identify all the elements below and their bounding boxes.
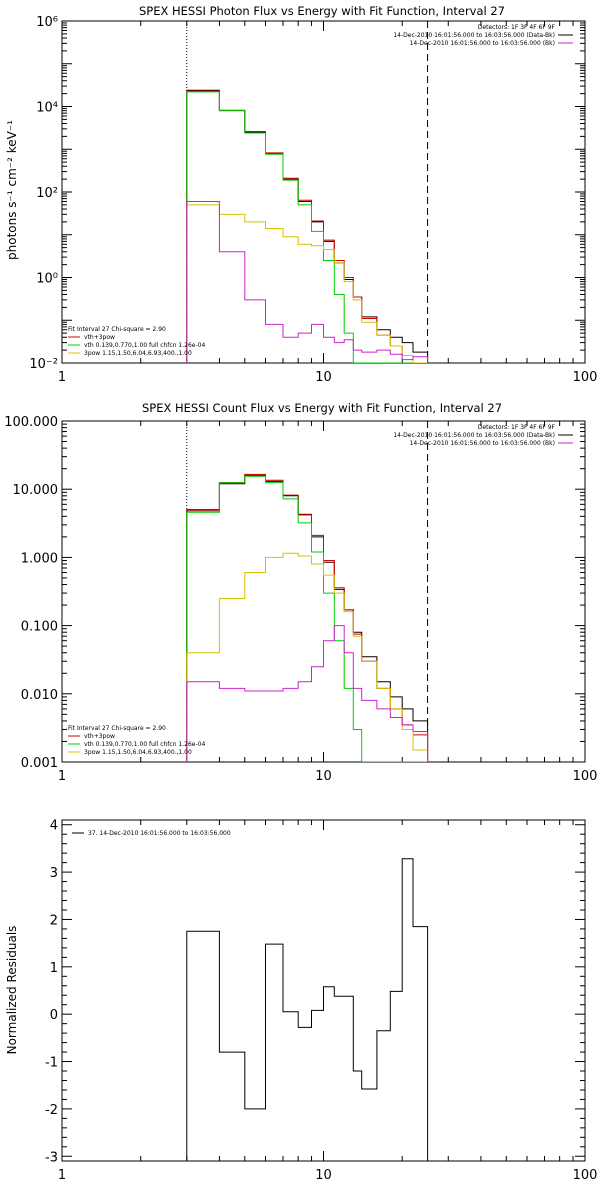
y-tick-label: 0.001 xyxy=(21,756,58,771)
legend-bottom-text: vth 0.139,0.770,1.00 full chfcn 1.26e-04 xyxy=(84,741,205,748)
x-tick-label: 10 xyxy=(315,370,332,385)
series-line-data-bk xyxy=(186,474,429,762)
legend-bottom-text: 3pow 1.15,1.50,6.04,6.93,400.,1.00 xyxy=(84,350,192,357)
legend-top-text: Detectors: 1F 3F 4F 6F 9F xyxy=(478,24,556,31)
y-tick-label: 0.010 xyxy=(21,688,58,703)
y-tick-label: 10.000 xyxy=(13,483,59,498)
x-tick-label: 1 xyxy=(58,769,66,784)
series-line-bk xyxy=(186,625,429,762)
y-tick-label: 0 xyxy=(50,1008,58,1023)
series-group xyxy=(186,858,429,1161)
legend-bottom-text: vth+3pow xyxy=(84,733,115,740)
x-tick-label: 100 xyxy=(573,769,598,784)
y-tick-label: 10⁶ xyxy=(36,15,58,30)
legend-top-text: 37. 14-Dec-2010 16:01:56.000 to 16:03:56… xyxy=(88,830,231,837)
x-tick-label: 100 xyxy=(573,1168,598,1183)
legend-top-text: Detectors: 1F 3F 4F 6F 9F xyxy=(478,424,556,431)
y-tick-label: -3 xyxy=(45,1150,58,1165)
y-tick-label: 3 xyxy=(50,866,58,881)
y-tick-label: 10⁴ xyxy=(36,101,58,116)
x-tick-label: 100 xyxy=(573,370,598,385)
plot-frame xyxy=(61,20,586,364)
panel-title: SPEX HESSI Photon Flux vs Energy with Fi… xyxy=(139,4,505,18)
photon-flux-panel: SPEX HESSI Photon Flux vs Energy with Fi… xyxy=(5,4,597,385)
count-flux-panel: SPEX HESSI Count Flux vs Energy with Fit… xyxy=(4,401,597,784)
y-tick-label: 10⁰ xyxy=(36,272,58,287)
series-group xyxy=(186,473,429,762)
panel-plot: 1 10 100 0.001 0.010 0.100 1.000 10.000 100.000 D… xyxy=(4,415,597,784)
series-line-3pow xyxy=(186,552,429,762)
legend-top-text: 14-Dec-2010 16:01:56.000 to 16:03:56.000… xyxy=(393,432,555,439)
series-line-data-bk xyxy=(186,89,429,363)
y-tick-label: 10² xyxy=(36,186,58,201)
series-line-bk xyxy=(186,201,429,363)
legend-bottom-text: vth 0.139,0.770,1.00 full chfcn 1.26e-04 xyxy=(84,342,205,349)
legend-bottom-text: Fit Interval 27 Chi-square = 2.90 xyxy=(68,725,166,732)
panel-plot: 1 10 100 -3 -2 -1 0 1 2 3 4 37. 14-Dec-2010 16:01:5… xyxy=(45,819,597,1183)
y-axis-label: Normalized Residuals xyxy=(5,926,19,1055)
y-tick-label: -1 xyxy=(45,1056,58,1071)
panel-title: SPEX HESSI Count Flux vs Energy with Fit… xyxy=(142,401,502,415)
series-line-vth xyxy=(186,475,428,762)
series-group xyxy=(186,89,429,363)
legend-bottom-text: vth+3pow xyxy=(84,334,115,341)
legend-bottom-text: 3pow 1.15,1.50,6.04,6.93,400.,1.00 xyxy=(84,749,192,756)
legend-top-text: 14-Dec-2010 16:01:56.000 to 16:03:56.000… xyxy=(410,40,555,47)
residuals-panel: Normalized Residuals 1 10 100 -3 -2 -1 0 1 2 3 4 37… xyxy=(5,819,597,1183)
legend-bottom-text: Fit Interval 27 Chi-square = 2.90 xyxy=(68,326,166,333)
legend-top-text: 14-Dec-2010 16:01:56.000 to 16:03:56.000… xyxy=(393,32,555,39)
y-tick-label: 2 xyxy=(50,913,58,928)
legend-top-text: 14-Dec-2010 16:01:56.000 to 16:03:56.000… xyxy=(410,440,555,447)
x-tick-label: 1 xyxy=(58,370,66,385)
series-line-37 xyxy=(186,858,429,1161)
series-line-vth+3pow xyxy=(186,473,429,762)
y-tick-label: 100.000 xyxy=(4,415,58,430)
x-tick-label: 10 xyxy=(315,769,332,784)
y-tick-label: 1 xyxy=(50,961,58,976)
panel-plot: 1 10 100 10⁻² 10⁰ 10² 10⁴ 10⁶ Detectors: 1F 3F 4… xyxy=(29,15,597,385)
series-line-3pow xyxy=(186,204,428,363)
y-tick-label: 1.000 xyxy=(21,551,58,566)
series-line-vth xyxy=(186,91,428,363)
series-line-vth+3pow xyxy=(186,90,428,363)
y-axis-label: photons s⁻¹ cm⁻² keV⁻¹ xyxy=(5,120,19,260)
y-tick-label: 4 xyxy=(50,819,58,834)
x-tick-label: 10 xyxy=(315,1168,332,1183)
y-tick-label: 0.100 xyxy=(21,620,58,635)
y-tick-label: 10⁻² xyxy=(29,357,58,372)
x-tick-label: 1 xyxy=(58,1168,66,1183)
y-tick-label: -2 xyxy=(45,1103,58,1118)
